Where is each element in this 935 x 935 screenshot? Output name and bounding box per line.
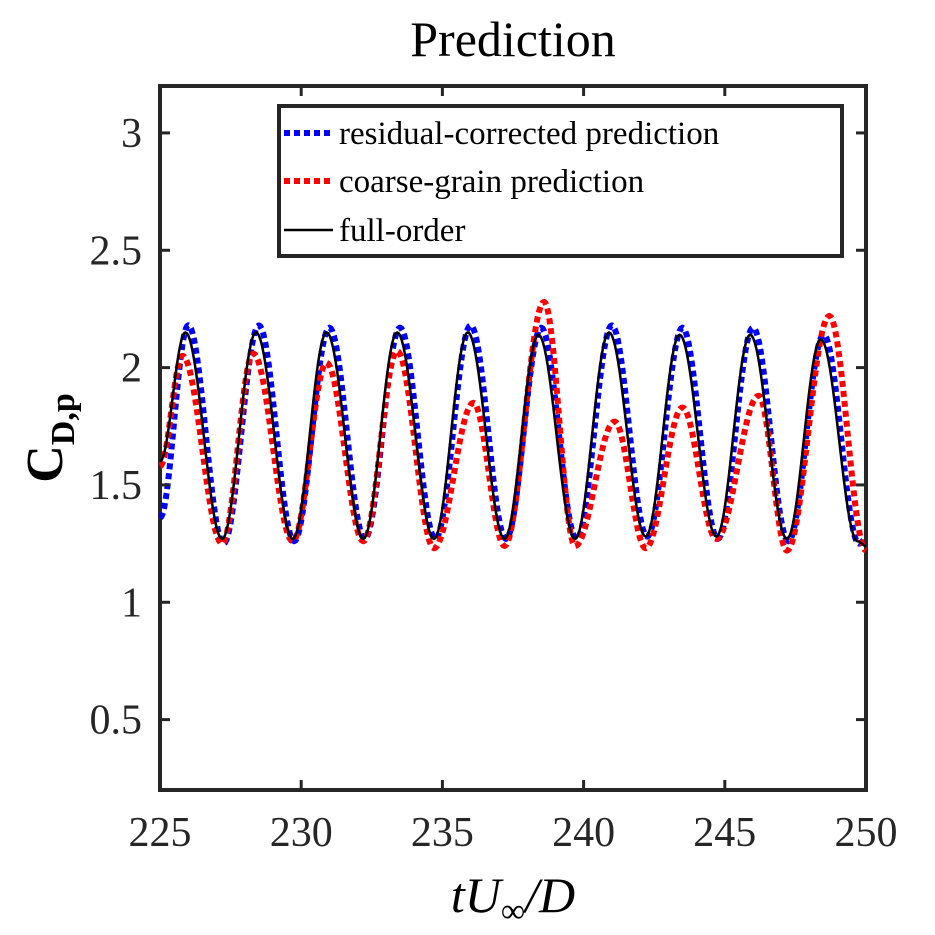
y-tick-label: 1.5 (90, 463, 143, 509)
x-tick-label: 240 (552, 810, 615, 856)
series-layer (157, 298, 869, 554)
x-axis-label-inf: ∞ (501, 893, 525, 930)
x-tick-label: 225 (129, 810, 192, 856)
x-tick-label: 235 (411, 810, 474, 856)
y-tick-label: 1 (121, 580, 142, 626)
legend-label-full: full-order (339, 213, 465, 249)
legend-box (277, 104, 844, 258)
x-axis-label: tU∞/D (451, 867, 575, 930)
x-tick-label: 250 (835, 810, 898, 856)
y-axis-label: CD,p (17, 393, 82, 483)
y-axis-label-main: C (17, 445, 74, 483)
coarse-grain-series-line (157, 298, 868, 554)
residual-corrected-series-line (158, 322, 869, 547)
x-tick-label: 230 (270, 810, 333, 856)
y-axis-label-sub: D,p (45, 393, 82, 445)
y-tick-label: 0.5 (90, 698, 143, 744)
y-tick-label: 2 (121, 346, 142, 392)
x-tick-label: 245 (693, 810, 756, 856)
chart-title: Prediction (410, 11, 616, 67)
x-axis-label-main: tU (451, 867, 504, 923)
x-axis-label-rest: /D (522, 867, 575, 923)
legend: residual-corrected prediction coarse-gra… (277, 104, 844, 258)
y-tick-label: 3 (121, 111, 142, 157)
legend-label-residual: residual-corrected prediction (339, 116, 719, 152)
full-order-series-line (159, 331, 867, 548)
y-tick-label: 2.5 (90, 228, 143, 274)
tick-layer: 225 230 235 240 245 250 0.5 1 1.5 2 2.5 3 (90, 86, 898, 856)
legend-label-coarse: coarse-grain prediction (339, 164, 644, 200)
